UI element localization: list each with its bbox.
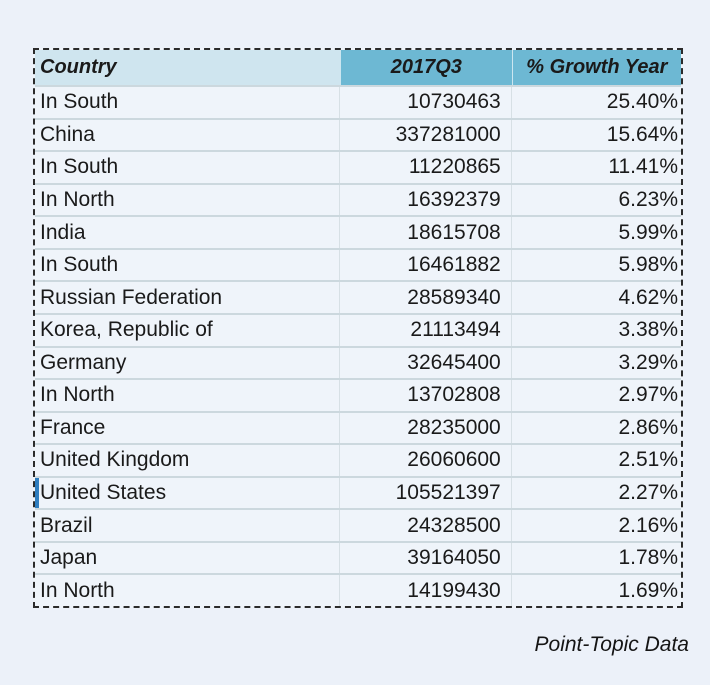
country-cell: In South bbox=[35, 152, 340, 183]
growth-cell: 25.40% bbox=[606, 90, 678, 114]
value-cell: 39164050 bbox=[340, 542, 512, 574]
value-cell: 11220865 bbox=[340, 152, 512, 183]
country-cell: United Kingdom bbox=[35, 445, 340, 476]
growth-cell: 1.69% bbox=[618, 578, 678, 602]
growth-cell: 4.62% bbox=[618, 285, 678, 309]
table-row[interactable]: Japan 39164050 1.78% bbox=[35, 540, 681, 574]
growth-cell: 2.97% bbox=[618, 383, 678, 407]
table-header-row: Country 2017Q3 % Growth Year bbox=[35, 50, 681, 85]
value-cell: 24328500 bbox=[340, 510, 512, 541]
table-row[interactable]: In South 10730463 25.40% bbox=[35, 85, 681, 118]
value-cell: 32645400 bbox=[340, 347, 512, 379]
country-cell: In North bbox=[35, 380, 340, 411]
value-cell: 28235000 bbox=[340, 412, 512, 444]
value-cell: 21113494 bbox=[340, 314, 512, 346]
growth-cell: 2.86% bbox=[618, 415, 678, 439]
country-cell: United States bbox=[35, 477, 340, 509]
table-row[interactable]: Korea, Republic of 21113494 3.38% bbox=[35, 312, 681, 346]
growth-cell: 3.38% bbox=[618, 318, 678, 342]
table-row[interactable]: In South 16461882 5.98% bbox=[35, 247, 681, 281]
table-row[interactable]: In North 14199430 1.69% bbox=[35, 573, 681, 606]
table-row[interactable]: United Kingdom 26060600 2.51% bbox=[35, 443, 681, 476]
country-cell: In South bbox=[35, 87, 340, 118]
country-cell: In North bbox=[35, 575, 340, 606]
growth-cell: 5.99% bbox=[618, 220, 678, 244]
country-cell: China bbox=[35, 119, 340, 151]
table-row[interactable]: Brazil 24328500 2.16% bbox=[35, 508, 681, 541]
value-cell: 26060600 bbox=[340, 445, 512, 476]
column-header-country: Country bbox=[35, 50, 340, 85]
country-cell: In North bbox=[35, 184, 340, 216]
table-row[interactable]: China 337281000 15.64% bbox=[35, 117, 681, 151]
growth-cell: 6.23% bbox=[618, 187, 678, 211]
table-row[interactable]: France 28235000 2.86% bbox=[35, 410, 681, 444]
data-table: Country 2017Q3 % Growth Year In South 10… bbox=[33, 48, 683, 608]
country-cell: Japan bbox=[35, 542, 340, 574]
value-cell: 13702808 bbox=[340, 380, 512, 411]
growth-cell: 2.16% bbox=[618, 513, 678, 537]
country-cell: Russian Federation bbox=[35, 282, 340, 313]
growth-cell: 1.78% bbox=[618, 546, 678, 570]
value-cell: 14199430 bbox=[340, 575, 512, 606]
country-cell: France bbox=[35, 412, 340, 444]
column-header-2017q3: 2017Q3 bbox=[339, 50, 512, 85]
value-cell: 18615708 bbox=[340, 217, 512, 248]
value-cell: 105521397 bbox=[340, 477, 512, 509]
table-row[interactable]: In North 16392379 6.23% bbox=[35, 182, 681, 216]
growth-cell: 11.41% bbox=[608, 155, 678, 179]
growth-cell: 3.29% bbox=[618, 350, 678, 374]
table-row[interactable]: In North 13702808 2.97% bbox=[35, 378, 681, 411]
value-cell: 16392379 bbox=[340, 184, 512, 216]
table-row[interactable]: Russian Federation 28589340 4.62% bbox=[35, 280, 681, 313]
growth-cell: 2.51% bbox=[618, 448, 678, 472]
country-cell: India bbox=[35, 217, 340, 248]
data-source-credit: Point-Topic Data bbox=[534, 633, 689, 656]
column-header-growth-year: % Growth Year bbox=[511, 50, 681, 85]
table-row[interactable]: Germany 32645400 3.29% bbox=[35, 345, 681, 379]
growth-cell: 5.98% bbox=[618, 253, 678, 277]
growth-cell: 15.64% bbox=[606, 122, 678, 146]
value-cell: 28589340 bbox=[340, 282, 512, 313]
value-cell: 337281000 bbox=[340, 119, 512, 151]
table-row-selected[interactable]: United States 105521397 2.27% bbox=[35, 475, 681, 509]
country-cell: Korea, Republic of bbox=[35, 314, 340, 346]
value-cell: 16461882 bbox=[340, 249, 512, 281]
country-cell: Germany bbox=[35, 347, 340, 379]
country-cell: In South bbox=[35, 249, 340, 281]
table-row[interactable]: In South 11220865 11.41% bbox=[35, 150, 681, 183]
country-cell: Brazil bbox=[35, 510, 340, 541]
value-cell: 10730463 bbox=[340, 87, 512, 118]
growth-cell: 2.27% bbox=[618, 481, 678, 505]
table-row[interactable]: India 18615708 5.99% bbox=[35, 215, 681, 248]
